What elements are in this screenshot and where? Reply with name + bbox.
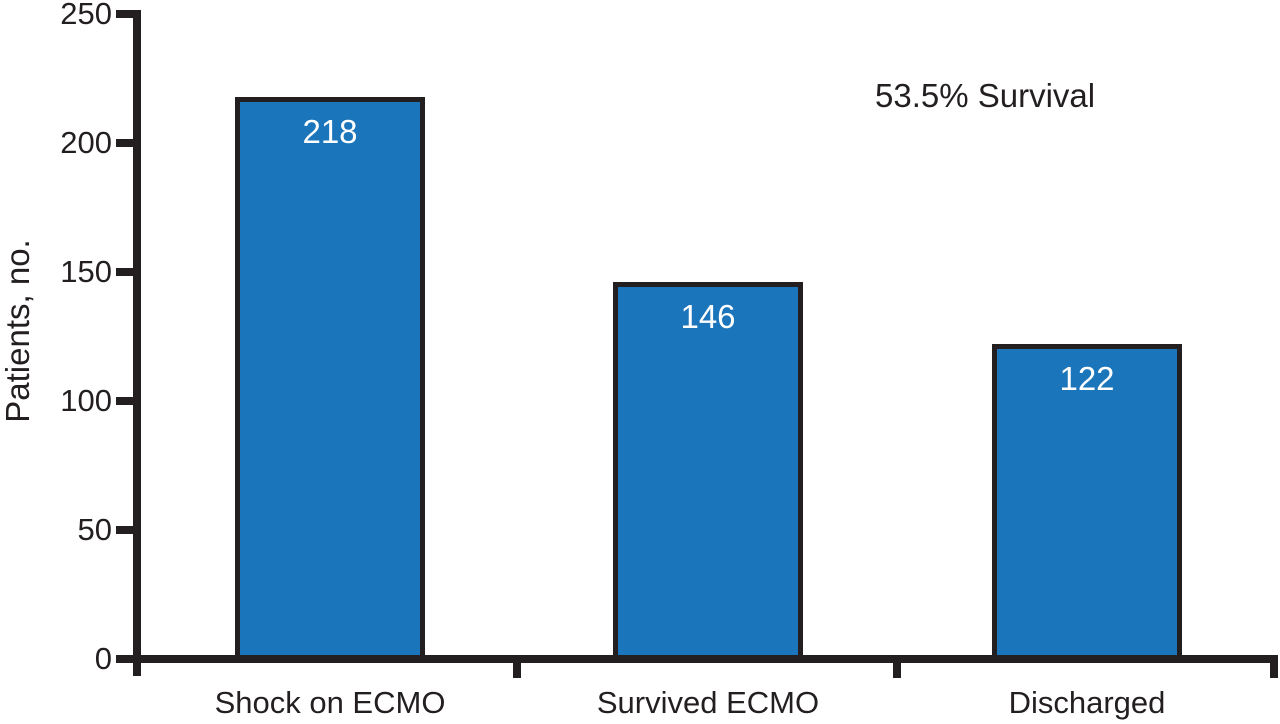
- y-tick-100: [116, 397, 135, 405]
- x-tick-2: [1270, 655, 1278, 678]
- y-tick-label-100: 100: [60, 383, 112, 418]
- y-tick-200: [116, 139, 135, 147]
- x-category-label-shock-on-ecmo: Shock on ECMO: [214, 685, 446, 720]
- x-category-label-survived-ecmo: Survived ECMO: [596, 685, 820, 720]
- y-tick-250: [116, 10, 135, 18]
- y-tick-label-200: 200: [60, 125, 112, 160]
- x-axis-line: [133, 655, 1278, 663]
- y-axis-line: [133, 10, 141, 676]
- x-category-label-discharged: Discharged: [1008, 685, 1166, 720]
- bar-survived-ecmo: [613, 282, 803, 663]
- bar-value-label-survived-ecmo: 146: [680, 298, 736, 336]
- y-tick-150: [116, 268, 135, 276]
- bar-value-label-discharged: 122: [1059, 360, 1115, 398]
- y-tick-label-50: 50: [77, 512, 112, 547]
- y-tick-label-150: 150: [60, 254, 112, 289]
- x-tick-0: [513, 655, 521, 678]
- survival-annotation: 53.5% Survival: [875, 77, 1096, 114]
- bar-shock-on-ecmo: [235, 96, 425, 663]
- y-tick-50: [116, 526, 135, 534]
- bar-value-label-shock-on-ecmo: 218: [302, 112, 358, 150]
- x-tick-1: [893, 655, 901, 678]
- y-tick-label-0: 0: [94, 641, 112, 676]
- y-tick-0: [116, 655, 135, 663]
- bar-discharged: [992, 344, 1182, 663]
- y-tick-label-250: 250: [60, 0, 112, 31]
